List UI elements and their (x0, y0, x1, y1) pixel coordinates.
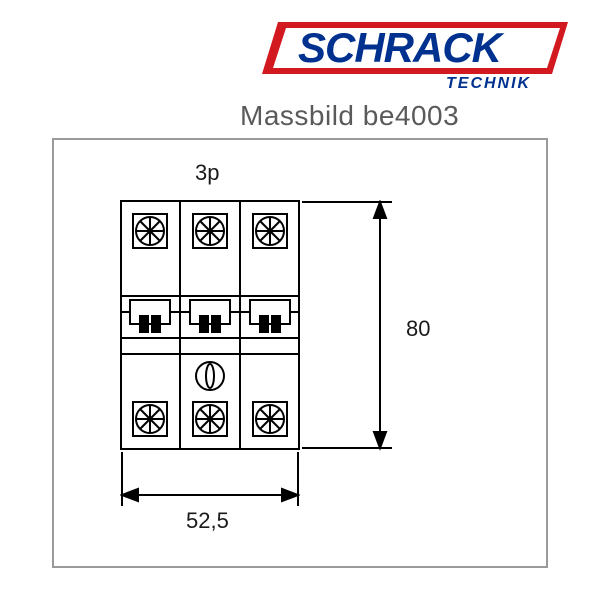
pole-label: 3p (195, 160, 219, 186)
breaker-drawing (120, 200, 300, 450)
svg-text:TECHNIK: TECHNIK (446, 75, 531, 92)
width-label: 52,5 (186, 508, 229, 534)
page-title: Massbild be4003 (240, 100, 459, 132)
height-label: 80 (406, 316, 430, 342)
height-dimension (300, 200, 420, 460)
svg-text:SCHRACK: SCHRACK (298, 24, 505, 71)
schrack-logo: SCHRACK TECHNIK (256, 16, 576, 92)
